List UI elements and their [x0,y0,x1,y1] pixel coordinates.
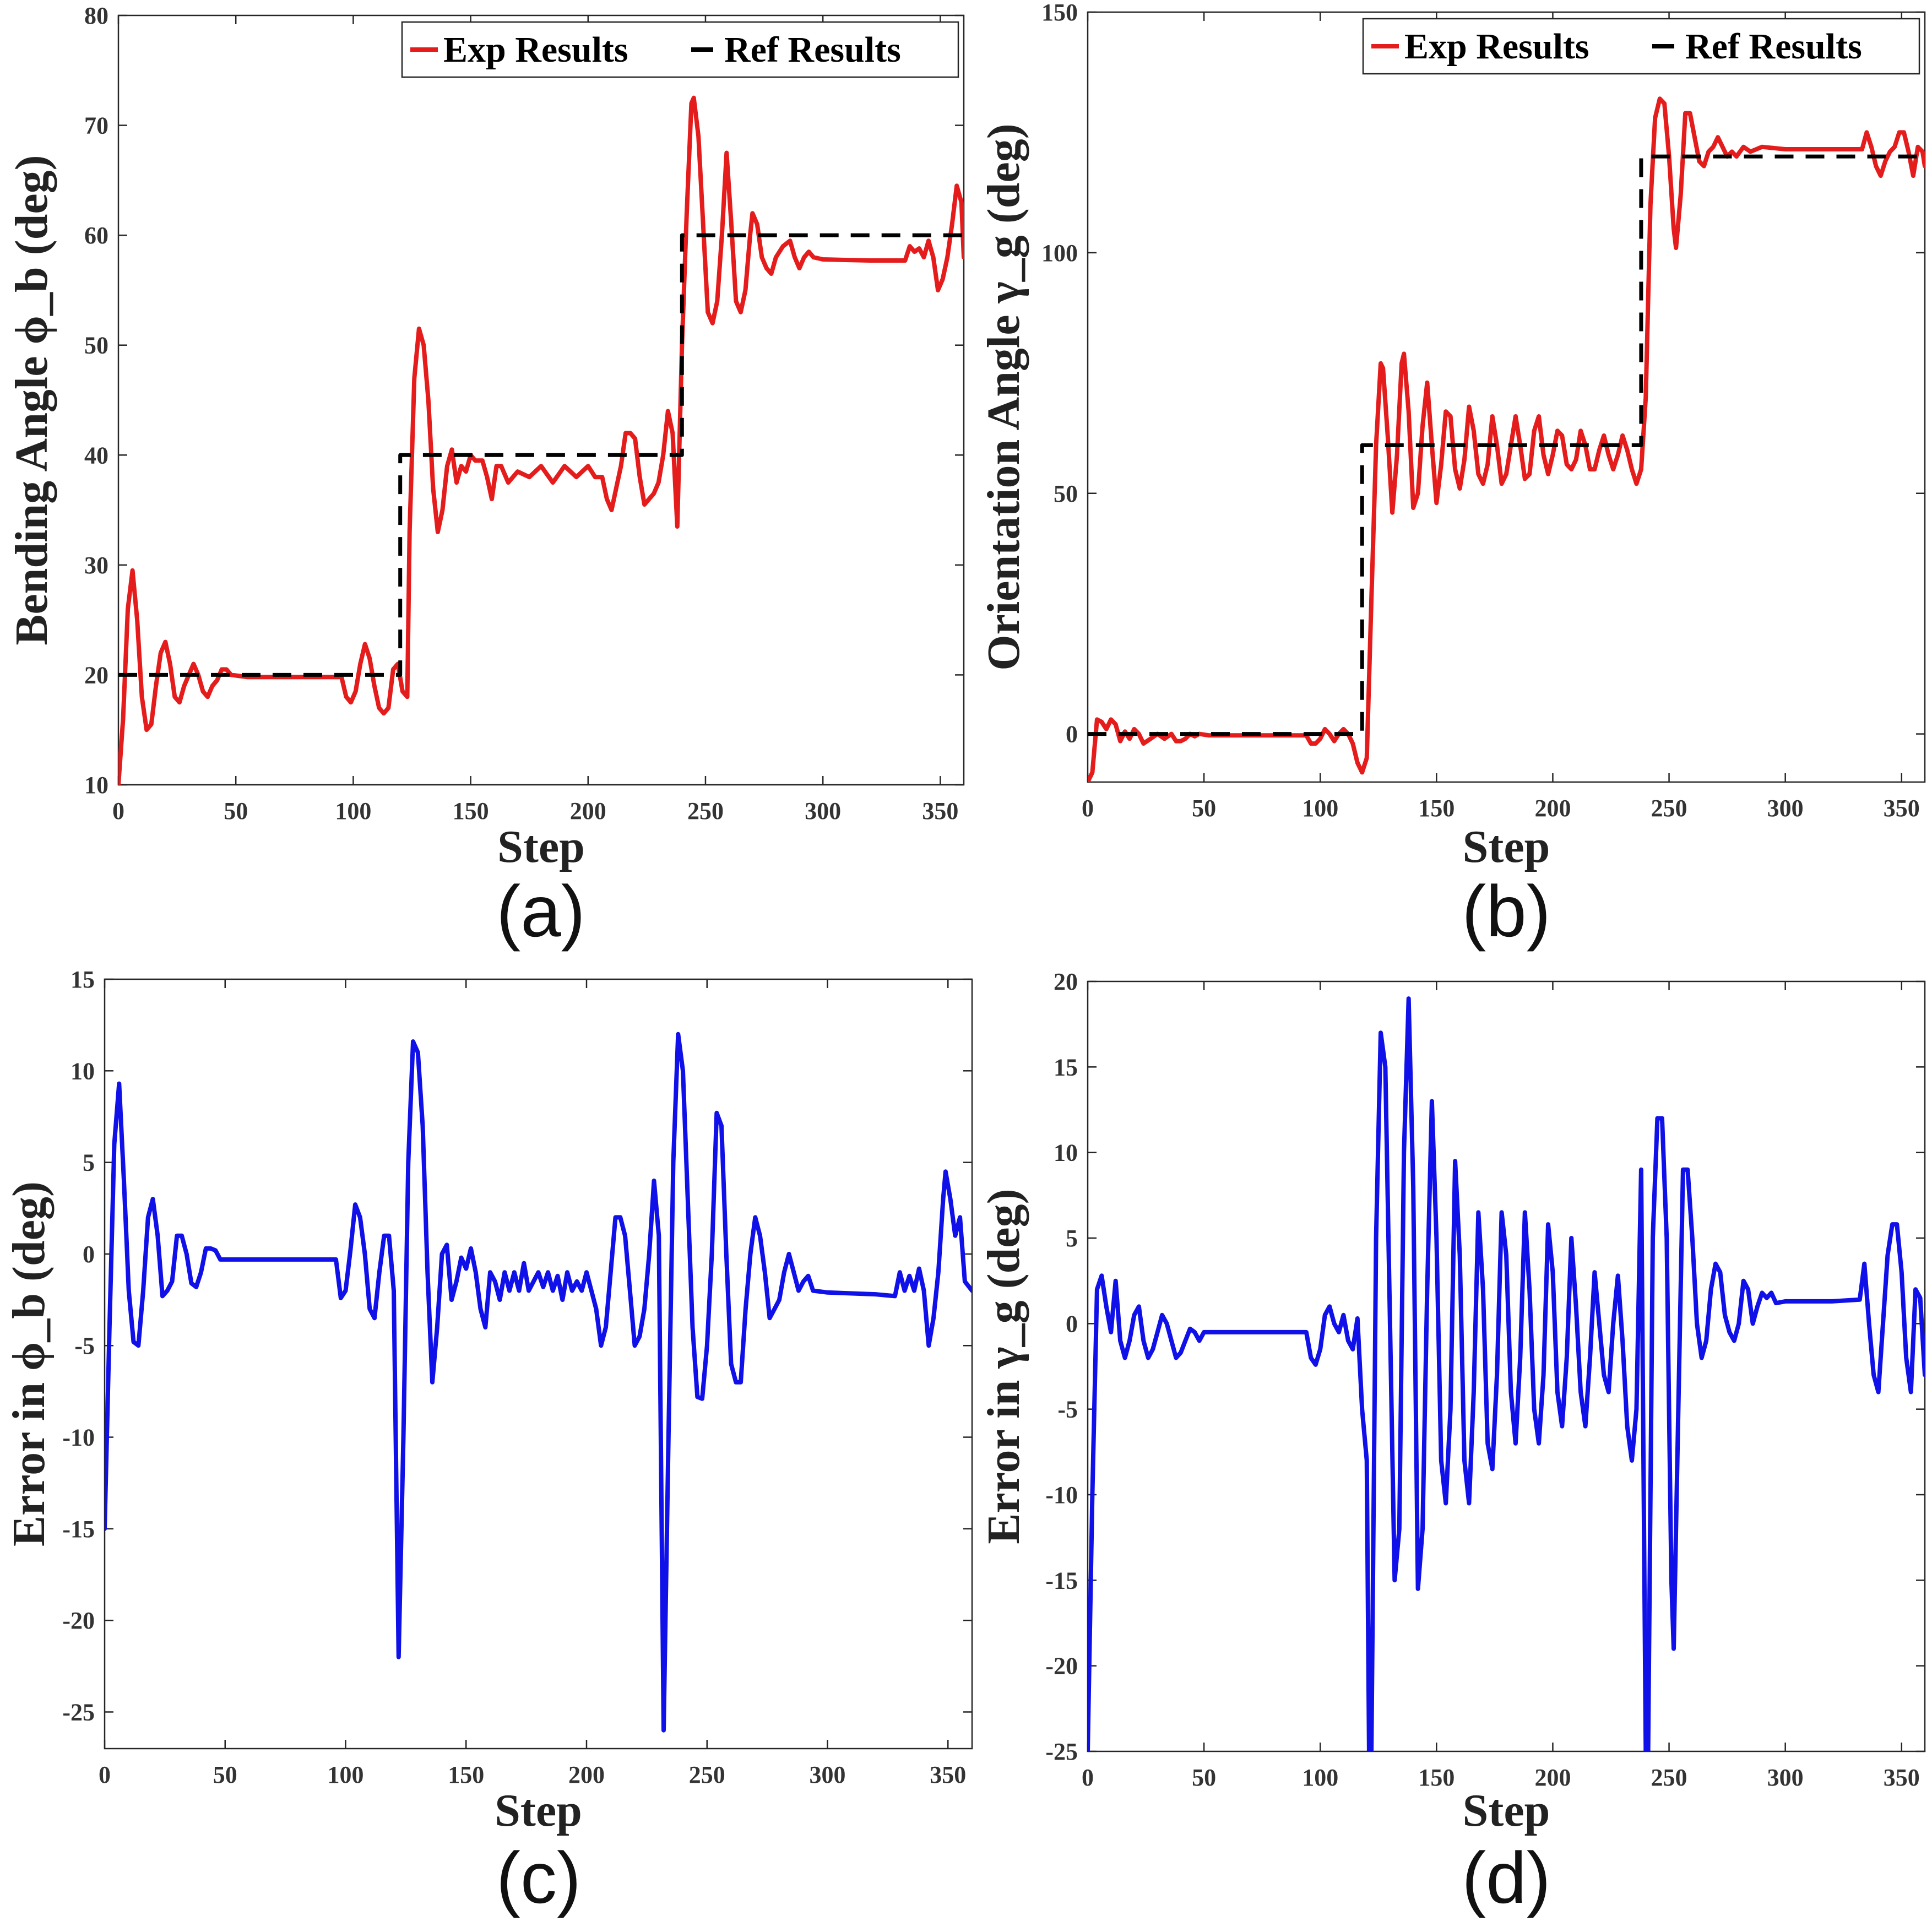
y-tick-label: 150 [1041,0,1078,26]
x-tick-label: 200 [1534,1764,1571,1791]
y-tick-label: -15 [62,1516,95,1543]
x-tick-label: 0 [112,797,124,824]
y-tick-label: -15 [1045,1567,1078,1594]
x-tick-label: 300 [1767,1764,1804,1791]
panel-c: 0 50 100 150 200 250 300 350151050-5-10-15-20-2… [3,966,973,1918]
x-axis-label: Step [495,1785,582,1836]
x-tick-label: 100 [1302,795,1338,822]
legend-box [401,21,959,78]
y-tick-label: 70 [84,112,108,139]
x-tick-label: 250 [1651,1764,1687,1791]
y-tick-label: 10 [70,1057,95,1084]
x-tick-label: 250 [687,797,724,824]
y-tick-label: 15 [1054,1054,1078,1081]
plot-area-c [104,978,973,1750]
x-tick-label: 350 [1884,795,1920,822]
x-tick-label: 300 [805,797,841,824]
series-line-error [1088,996,1925,1751]
panel-caption: (c) [496,1837,581,1918]
x-tick-label: 350 [1884,1764,1920,1791]
legend-label-exp: Exp Results [443,30,628,70]
legend-box [1362,18,1920,75]
y-tick-label: 0 [1066,1310,1078,1337]
x-tick-label: 150 [1418,1764,1455,1791]
x-tick-label: 150 [448,1761,484,1788]
series-line-ref-results [1088,154,1925,736]
x-tick-label: 0 [1082,795,1094,822]
x-tick-label: 100 [1302,1764,1338,1791]
x-tick-label: 350 [930,1761,966,1788]
x-tick-label: 50 [1192,795,1216,822]
y-tick-label: 10 [1054,1139,1078,1166]
y-tick-label: 10 [84,772,108,799]
panel-caption: (b) [1462,871,1550,952]
x-tick-label: 0 [99,1761,111,1788]
y-tick-label: -25 [62,1698,95,1725]
y-tick-label: 20 [1054,968,1078,995]
x-tick-label: 50 [1192,1764,1216,1791]
x-tick-label: 200 [1534,795,1571,822]
y-tick-label: 0 [1066,721,1078,748]
y-tick-label: -20 [1045,1653,1078,1680]
y-tick-label: -20 [62,1607,95,1634]
y-tick-label: -25 [1045,1738,1078,1765]
y-axis-label: Error in γ_g (deg) [978,1188,1029,1544]
y-tick-label: -10 [1045,1481,1078,1508]
x-axis-label: Step [1463,821,1550,872]
y-axis-label: Orientation Angle γ_g (deg) [978,123,1029,671]
panel-d: 0 50 100 150 200 250 300 35020151050-5-10-15-20… [978,968,1926,1918]
y-tick-label: 100 [1041,240,1078,267]
y-tick-label: 50 [1054,480,1078,507]
legend-label-ref: Ref Results [1685,26,1862,67]
x-tick-label: 100 [335,797,371,824]
panel-caption: (d) [1462,1837,1550,1918]
y-tick-label: 20 [84,661,108,688]
panel-a: 0 50 100 150 200 250 300 350 10 20 30 40 50 60 70 80 Ste… [6,2,965,952]
y-axis-label: Error in ϕ_b (deg) [3,1181,55,1546]
y-tick-label: 60 [84,222,108,249]
x-tick-label: 300 [1767,795,1804,822]
plot-area-b [1087,11,1926,783]
y-tick-label: -10 [62,1424,95,1451]
panel-caption: (a) [496,871,585,952]
y-axis-label: Bending Angle ϕ_b (deg) [6,155,57,645]
series-line-exp-results [118,95,964,785]
legend-label-ref: Ref Results [724,30,901,70]
y-tick-label: -5 [1057,1396,1078,1423]
plot-area-d [1087,980,1926,1752]
x-tick-label: 300 [810,1761,846,1788]
x-tick-label: 250 [689,1761,725,1788]
y-tick-label: 5 [1066,1225,1078,1252]
x-tick-label: 150 [453,797,489,824]
plot-area-a [117,14,965,786]
y-tick-label: 50 [84,332,108,359]
x-axis-label: Step [497,821,585,872]
y-tick-label: 5 [83,1149,95,1176]
legend-label-exp: Exp Results [1404,26,1589,67]
x-tick-label: 50 [213,1761,237,1788]
x-tick-label: 250 [1651,795,1687,822]
x-tick-label: 200 [570,797,606,824]
y-tick-label: 15 [70,966,95,993]
series-line-error [105,1032,972,1733]
x-tick-label: 350 [922,797,958,824]
x-tick-label: 150 [1418,795,1455,822]
y-tick-label: 30 [84,552,108,579]
x-tick-label: 100 [328,1761,364,1788]
x-axis-label: Step [1463,1785,1550,1836]
y-tick-label: 80 [84,2,108,29]
x-tick-label: 50 [224,797,248,824]
y-tick-label: 0 [83,1241,95,1268]
y-tick-label: -5 [74,1332,95,1359]
x-tick-label: 200 [568,1761,605,1788]
series-line-ref-results [118,233,964,677]
y-tick-label: 40 [84,442,108,469]
panel-b: 0 50 100 150 200 250 300 350 0 50 100 150 Step Orient… [978,0,1926,952]
x-tick-label: 0 [1082,1764,1094,1791]
